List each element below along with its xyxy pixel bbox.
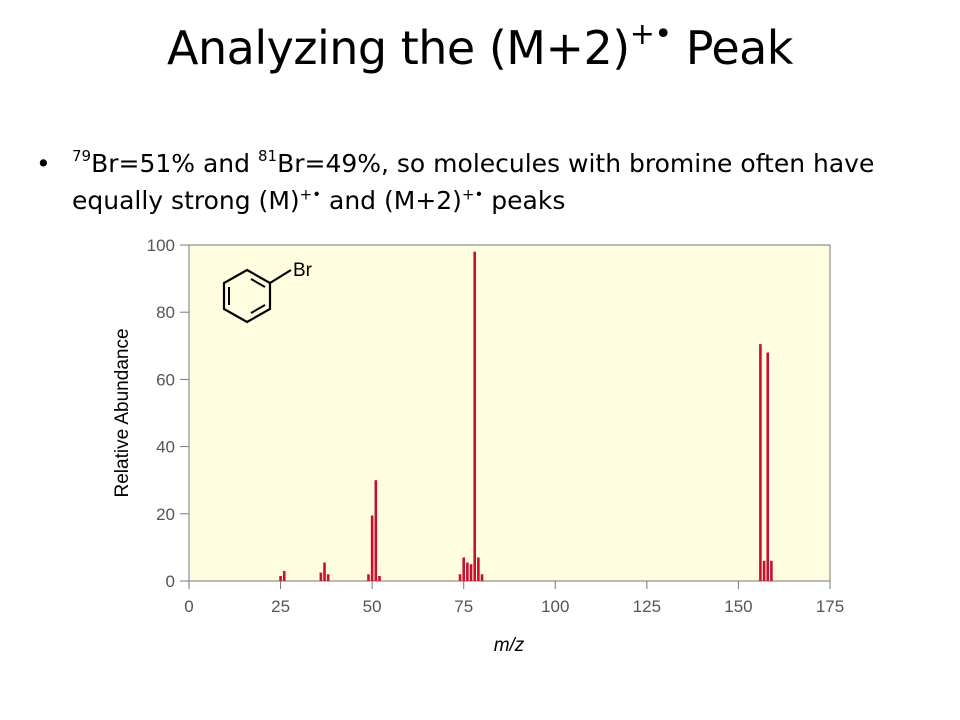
x-tick-label: 125	[633, 597, 661, 616]
c-br-bond	[269, 269, 292, 284]
bullet-text-part3: and (M+2)	[321, 186, 462, 215]
spectrum-peak	[770, 560, 773, 581]
x-tick-label: 25	[271, 597, 290, 616]
radical-superscript-1: +•	[299, 185, 322, 204]
x-tick-label: 75	[454, 597, 473, 616]
isotope-79-superscript: 79	[72, 146, 92, 165]
spectrum-peak	[462, 557, 466, 581]
y-tick-label: 0	[166, 572, 175, 591]
x-tick-label: 0	[184, 597, 193, 616]
bullet-text-part1: Br=51% and	[91, 149, 258, 178]
y-tick-label: 100	[147, 236, 175, 255]
spectrum-peak	[326, 574, 330, 581]
spectrum-peak	[480, 574, 484, 581]
x-tick-label: 150	[724, 597, 752, 616]
spectrum-peak	[282, 570, 286, 581]
spectrum-peak	[319, 572, 323, 581]
spectrum-peak	[477, 557, 480, 581]
spectrum-peak	[323, 562, 326, 581]
y-tick-label: 80	[156, 303, 175, 322]
y-axis-label: Relative Abundance	[112, 328, 133, 497]
x-tick-label: 50	[363, 597, 382, 616]
bullet-text-part2: Br=49%, so molecules with bromine often …	[72, 149, 875, 215]
x-tick-label: 100	[541, 597, 569, 616]
spectrum-peak	[759, 344, 762, 581]
x-tick-label: 175	[816, 597, 844, 616]
spectrum-peak	[367, 574, 370, 581]
bullet-point: • 79Br=51% and 81Br=49%, so molecules wi…	[36, 145, 916, 219]
ring-double-bond-2	[250, 304, 266, 314]
spectrum-peak	[762, 560, 766, 581]
bromine-label: Br	[293, 260, 313, 281]
title-radical-superscript: +•	[629, 17, 672, 52]
radical-superscript-2: +•	[461, 185, 484, 204]
bullet-text: 79Br=51% and 81Br=49%, so molecules with…	[72, 145, 916, 219]
bullet-dot-icon: •	[36, 149, 51, 178]
spectrum-peak	[370, 515, 374, 581]
title-main: Analyzing the (M+2)	[167, 21, 630, 75]
y-tick-label: 20	[156, 505, 175, 524]
slide-title: Analyzing the (M+2)+• Peak	[0, 16, 960, 87]
y-tick-label: 40	[156, 438, 175, 457]
bromobenzene-structure: Br	[222, 260, 313, 324]
y-tick-label: 60	[156, 370, 175, 389]
spectrum-peak	[279, 575, 282, 581]
x-axis-label: m/z	[494, 635, 525, 656]
spectrum-peak	[466, 562, 469, 581]
spectrum-peak	[374, 480, 378, 581]
spectrum-peak	[766, 352, 770, 581]
spectrum-peak	[469, 564, 473, 581]
title-end: Peak	[671, 21, 794, 75]
plot-area	[188, 244, 831, 582]
spectrum-peak	[378, 575, 381, 581]
spectrum-peak	[458, 574, 462, 581]
bullet-text-part4: peaks	[483, 186, 566, 215]
ring-double-bond-1	[250, 278, 266, 288]
isotope-81-superscript: 81	[257, 146, 278, 165]
spectrum-peak	[473, 251, 477, 581]
